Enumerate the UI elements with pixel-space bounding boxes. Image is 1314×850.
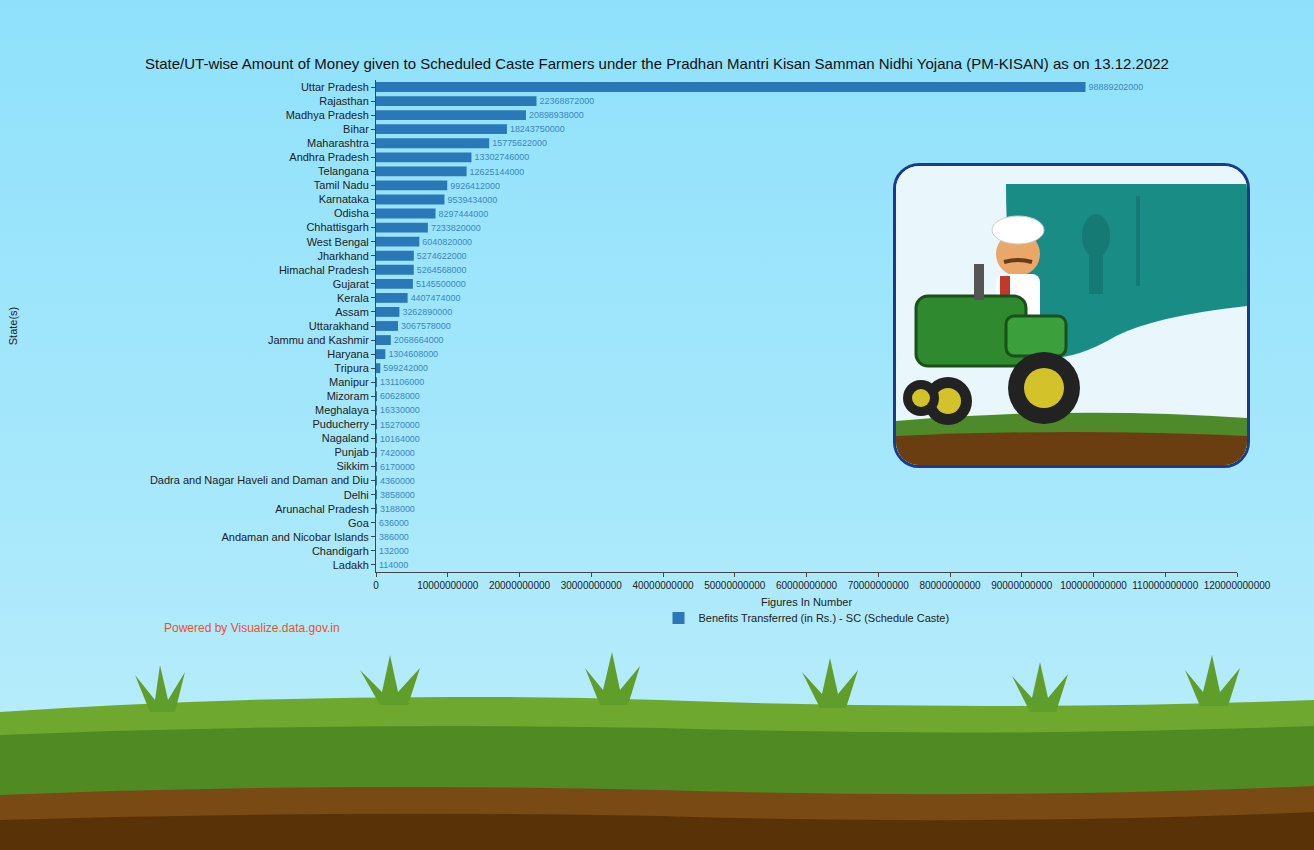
svg-text:0: 0	[373, 580, 379, 591]
svg-text:30000000000: 30000000000	[561, 580, 623, 591]
svg-text:Gujarat: Gujarat	[333, 278, 369, 290]
svg-text:Madhya Pradesh: Madhya Pradesh	[286, 109, 369, 121]
svg-text:Karnataka: Karnataka	[319, 193, 370, 205]
svg-text:6040820000: 6040820000	[422, 237, 472, 247]
svg-text:60628000: 60628000	[380, 391, 420, 401]
svg-text:636000: 636000	[379, 518, 409, 528]
svg-text:3188000: 3188000	[380, 504, 415, 514]
svg-text:Arunachal Pradesh: Arunachal Pradesh	[275, 503, 369, 515]
svg-text:40000000000: 40000000000	[632, 580, 694, 591]
svg-text:20000000000: 20000000000	[489, 580, 551, 591]
svg-text:Chandigarh: Chandigarh	[312, 545, 369, 557]
svg-text:Figures In Number: Figures In Number	[761, 596, 852, 608]
svg-text:2068664000: 2068664000	[394, 335, 444, 345]
svg-text:Nagaland: Nagaland	[322, 432, 369, 444]
svg-text:16330000: 16330000	[380, 405, 420, 415]
svg-text:5274622000: 5274622000	[417, 251, 467, 261]
svg-text:10000000000: 10000000000	[417, 580, 479, 591]
svg-text:1304608000: 1304608000	[388, 349, 438, 359]
svg-text:4407474000: 4407474000	[411, 293, 461, 303]
svg-text:13302746000: 13302746000	[474, 152, 529, 162]
svg-text:Meghalaya: Meghalaya	[315, 404, 370, 416]
svg-text:Tripura: Tripura	[334, 362, 369, 374]
svg-text:Puducherry: Puducherry	[313, 418, 370, 430]
svg-text:Uttar Pradesh: Uttar Pradesh	[301, 81, 369, 93]
svg-text:Kerala: Kerala	[337, 292, 370, 304]
svg-text:60000000000: 60000000000	[776, 580, 838, 591]
svg-text:State/UT-wise Amount of Money: State/UT-wise Amount of Money given to S…	[145, 55, 1169, 72]
svg-text:Uttarakhand: Uttarakhand	[309, 320, 369, 332]
svg-text:18243750000: 18243750000	[510, 124, 565, 134]
svg-text:4360000: 4360000	[380, 476, 415, 486]
svg-text:Maharashtra: Maharashtra	[307, 137, 370, 149]
svg-text:9539434000: 9539434000	[447, 195, 497, 205]
svg-text:6170000: 6170000	[380, 462, 415, 472]
svg-text:20898938000: 20898938000	[529, 110, 584, 120]
svg-text:Sikkim: Sikkim	[336, 460, 368, 472]
svg-text:70000000000: 70000000000	[848, 580, 910, 591]
svg-text:100000000000: 100000000000	[1060, 580, 1127, 591]
svg-text:Punjab: Punjab	[335, 446, 369, 458]
svg-text:50000000000: 50000000000	[704, 580, 766, 591]
svg-text:114000: 114000	[379, 560, 408, 570]
svg-text:Chhattisgarh: Chhattisgarh	[306, 221, 368, 233]
svg-text:90000000000: 90000000000	[991, 580, 1053, 591]
svg-text:131106000: 131106000	[380, 377, 424, 387]
svg-text:599242000: 599242000	[383, 363, 428, 373]
svg-text:Goa: Goa	[348, 517, 370, 529]
svg-text:Andhra Pradesh: Andhra Pradesh	[289, 151, 369, 163]
svg-text:Haryana: Haryana	[327, 348, 369, 360]
svg-text:Himachal Pradesh: Himachal Pradesh	[279, 264, 369, 276]
svg-text:8297444000: 8297444000	[439, 209, 489, 219]
svg-text:386000: 386000	[379, 532, 409, 542]
svg-text:Odisha: Odisha	[334, 207, 370, 219]
svg-text:Rajasthan: Rajasthan	[319, 95, 369, 107]
svg-text:Tamil Nadu: Tamil Nadu	[314, 179, 369, 191]
svg-text:3858000: 3858000	[380, 490, 415, 500]
svg-text:Assam: Assam	[335, 306, 369, 318]
svg-text:7420000: 7420000	[380, 448, 415, 458]
svg-text:Dadra and Nagar Haveli and Dam: Dadra and Nagar Haveli and Daman and Diu	[150, 474, 369, 486]
svg-text:Ladakh: Ladakh	[333, 559, 369, 571]
svg-text:15775622000: 15775622000	[492, 138, 547, 148]
svg-text:22368872000: 22368872000	[540, 96, 595, 106]
svg-text:9926412000: 9926412000	[450, 181, 500, 191]
svg-text:7233820000: 7233820000	[431, 223, 481, 233]
svg-text:State(s): State(s)	[7, 307, 19, 346]
svg-text:12625144000: 12625144000	[470, 167, 525, 177]
svg-text:Benefits Transferred (in Rs.): Benefits Transferred (in Rs.) - SC (Sche…	[699, 612, 950, 624]
svg-text:Andaman and Nicobar Islands: Andaman and Nicobar Islands	[221, 531, 369, 543]
svg-text:110000000000: 110000000000	[1132, 580, 1198, 591]
svg-text:5264568000: 5264568000	[417, 265, 467, 275]
svg-text:Mizoram: Mizoram	[327, 390, 369, 402]
svg-text:Bihar: Bihar	[343, 123, 369, 135]
svg-text:132000: 132000	[379, 546, 409, 556]
svg-text:Manipur: Manipur	[329, 376, 369, 388]
svg-text:Telangana: Telangana	[318, 165, 370, 177]
svg-text:15270000: 15270000	[380, 420, 420, 430]
svg-text:3067578000: 3067578000	[401, 321, 451, 331]
svg-text:120000000000: 120000000000	[1204, 580, 1271, 591]
svg-text:10164000: 10164000	[380, 434, 420, 444]
svg-text:3262890000: 3262890000	[402, 307, 452, 317]
svg-text:Jammu and Kashmir: Jammu and Kashmir	[268, 334, 369, 346]
svg-text:West Bengal: West Bengal	[307, 236, 369, 248]
svg-text:Jharkhand: Jharkhand	[317, 250, 368, 262]
svg-text:Powered by Visualize.data.gov.: Powered by Visualize.data.gov.in	[164, 621, 340, 635]
svg-text:5145500000: 5145500000	[416, 279, 466, 289]
svg-text:98889202000: 98889202000	[1089, 82, 1144, 92]
svg-text:80000000000: 80000000000	[919, 580, 981, 591]
svg-text:Delhi: Delhi	[344, 489, 369, 501]
